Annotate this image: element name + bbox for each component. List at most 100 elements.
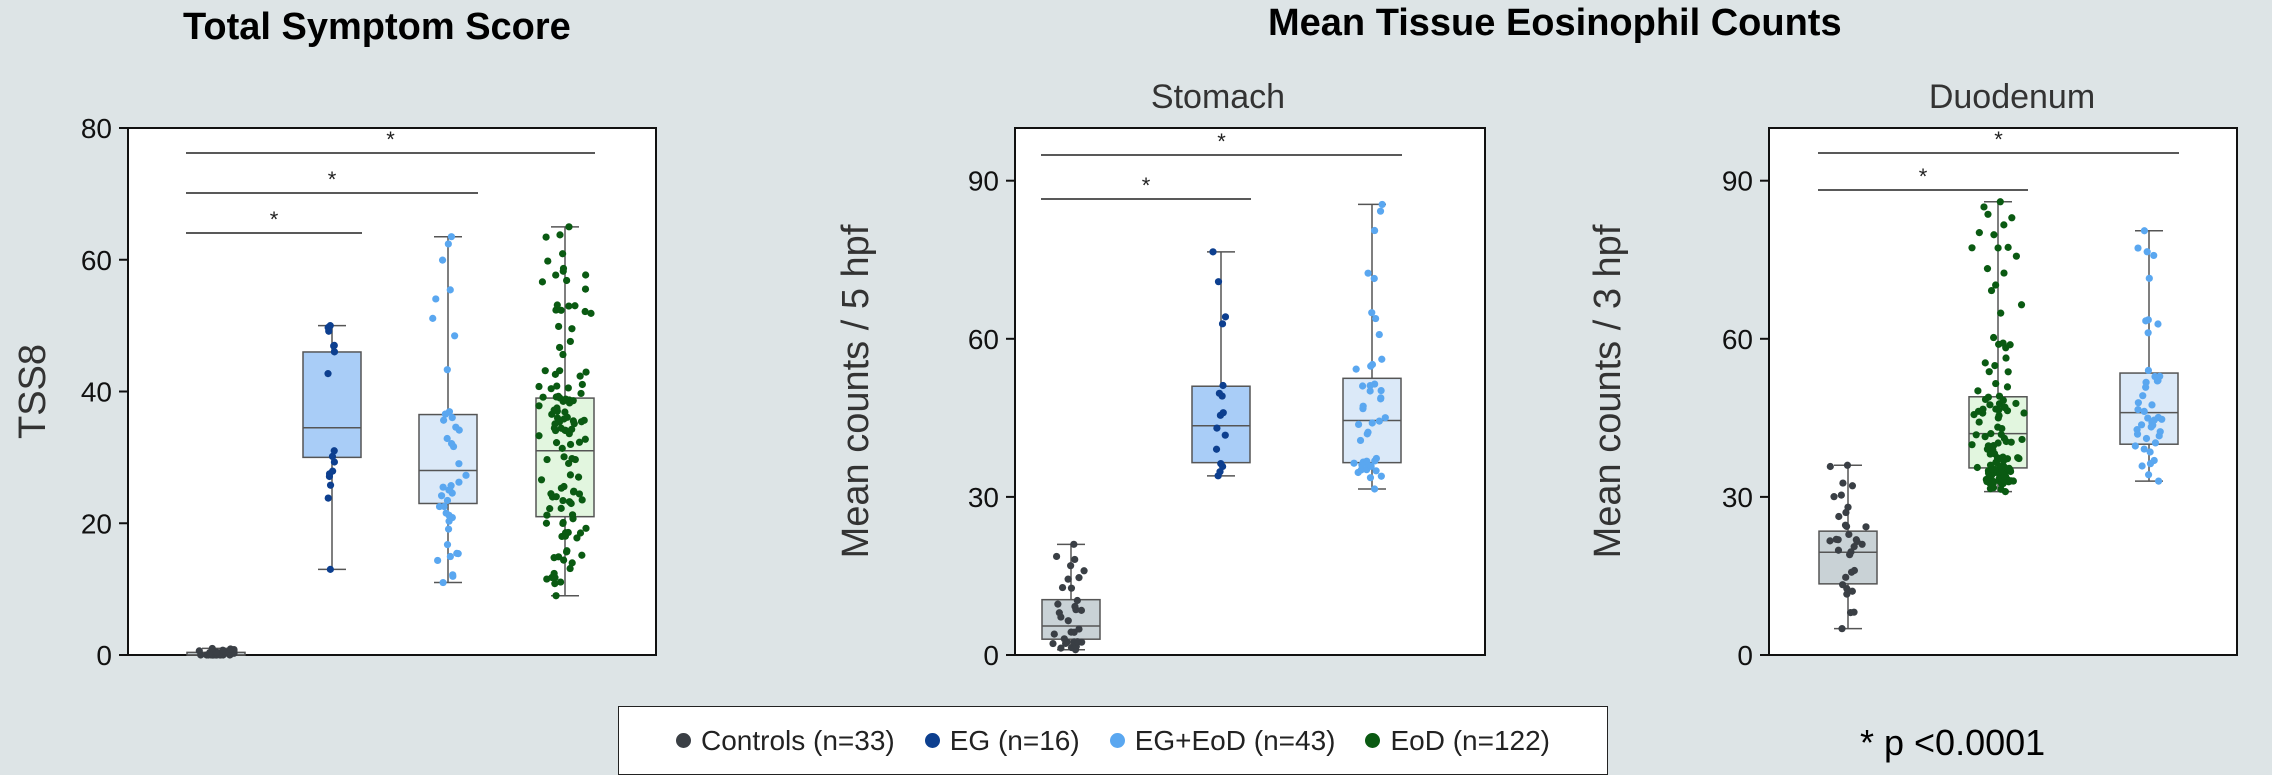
point-0-eod-33 [578, 496, 586, 504]
point-1-egeod-37 [1368, 309, 1376, 317]
point-1-egeod-42 [1378, 200, 1386, 209]
point-2-eod-119 [1984, 210, 1992, 218]
point-0-eod-103 [587, 309, 595, 317]
point-0-eod-89 [564, 384, 572, 392]
point-1-egeod-10 [1350, 459, 1358, 467]
point-1-egeod-38 [1370, 274, 1378, 283]
point-1-controls-26 [1064, 575, 1072, 583]
point-2-egeod-6 [2140, 445, 2148, 453]
point-2-egeod-40 [2143, 248, 2151, 256]
point-1-controls-10 [1073, 638, 1082, 646]
point-1-eg-6 [1213, 424, 1221, 432]
point-0-eod-116 [559, 264, 568, 273]
point-0-eod-107 [565, 302, 573, 310]
point-1-egeod-14 [1372, 454, 1380, 463]
point-0-eod-90 [535, 382, 543, 391]
y-axis-label-1: Mean counts / 5 hpf [835, 224, 877, 558]
point-0-eod-41 [560, 482, 568, 491]
y-tick-label-0-40: 40 [81, 377, 112, 408]
legend-swatch-egeod [1109, 733, 1125, 748]
legend-swatch-controls [675, 733, 691, 748]
point-0-eg-1 [324, 494, 332, 502]
point-1-controls-19 [1077, 606, 1086, 614]
y-tick-label-2-0: 0 [1737, 640, 1753, 671]
total-symptom-score-title: Total Symptom Score [183, 6, 571, 48]
y-tick-label-1-90: 90 [968, 166, 999, 197]
point-2-eod-1 [1997, 485, 2005, 493]
point-2-controls-31 [1826, 462, 1834, 471]
point-1-egeod-40 [1371, 226, 1379, 235]
point-0-egeod-42 [447, 233, 456, 241]
point-0-eod-23 [542, 519, 551, 527]
point-0-egeod-35 [443, 366, 451, 374]
point-0-eod-70 [553, 414, 562, 422]
panel-title-1: Stomach [1151, 78, 1285, 116]
point-0-eg-8 [330, 447, 338, 455]
point-1-egeod-1 [1366, 474, 1375, 482]
point-0-eod-39 [570, 487, 578, 495]
point-0-eod-120 [556, 231, 564, 239]
point-0-eg-2 [326, 481, 335, 489]
point-2-eod-96 [1985, 368, 1993, 376]
point-1-controls-28 [1080, 567, 1088, 575]
significance-note: * p <0.0001 [1860, 722, 2046, 763]
significance-star-2-0: * [1919, 164, 1928, 189]
point-0-eod-86 [554, 392, 563, 400]
point-0-eod-32 [559, 496, 567, 505]
legend-label-egeod: EG+EoD (n=43) [1134, 724, 1336, 756]
point-2-egeod-24 [2148, 401, 2156, 409]
point-0-eod-8 [568, 559, 576, 567]
point-0-eod-49 [560, 453, 568, 461]
charts-canvas: TSS8 0 20 40 60 80 * * * Stomach Mean counts / 5 h… [12, 78, 2238, 671]
point-0-eod-60 [568, 425, 576, 433]
point-1-controls-18 [1055, 609, 1063, 617]
point-0-eod-54 [581, 435, 589, 443]
point-0-egeod-22 [455, 478, 463, 486]
point-0-egeod-40 [438, 256, 447, 264]
point-0-eod-67 [569, 417, 577, 425]
point-2-controls-6 [1839, 581, 1847, 589]
point-2-eod-90 [1984, 393, 1992, 401]
point-0-eg-0 [326, 565, 334, 573]
point-2-eod-71 [1994, 423, 2002, 431]
point-0-controls-29 [219, 646, 227, 654]
point-0-egeod-24 [455, 460, 463, 468]
point-0-eod-108 [571, 302, 579, 310]
point-0-eod-95 [582, 368, 590, 376]
point-0-eod-11 [554, 553, 563, 561]
point-0-eg-10 [330, 348, 339, 356]
point-0-eod-84 [539, 393, 547, 401]
legend: Controls (n=33) EG (n=16) EG+EoD (n=43) … [618, 706, 1608, 775]
eosinophil-counts-title: Mean Tissue Eosinophil Counts [1268, 2, 1842, 44]
point-2-egeod-42 [2140, 227, 2149, 235]
point-1-eg-8 [1219, 409, 1227, 417]
point-2-controls-12 [1834, 546, 1843, 554]
point-0-eod-102 [555, 322, 563, 331]
point-0-eod-31 [565, 498, 574, 506]
point-0-eod-50 [558, 444, 566, 452]
point-2-egeod-7 [2131, 442, 2139, 450]
point-2-controls-11 [1847, 548, 1855, 556]
point-0-eod-93 [576, 372, 584, 380]
point-0-eod-96 [556, 367, 564, 375]
point-2-eod-113 [1968, 244, 1976, 252]
point-1-egeod-19 [1368, 419, 1376, 427]
point-0-eod-6 [550, 569, 558, 578]
y-tick-label-1-0: 0 [983, 640, 999, 671]
point-0-egeod-34 [445, 408, 454, 416]
point-2-controls-16 [1826, 537, 1834, 545]
point-0-eod-91 [553, 382, 561, 390]
point-0-eod-1 [551, 580, 559, 588]
point-1-egeod-0 [1371, 485, 1379, 493]
point-1-controls-31 [1052, 552, 1061, 561]
point-1-egeod-36 [1372, 314, 1380, 323]
point-0-eod-87 [577, 389, 585, 398]
point-2-egeod-2 [2138, 462, 2146, 470]
point-2-egeod-41 [2134, 244, 2142, 252]
point-0-eod-61 [557, 424, 565, 432]
point-0-eod-98 [559, 350, 567, 359]
point-0-egeod-41 [444, 240, 452, 248]
point-0-eod-105 [557, 306, 565, 314]
point-2-egeod-0 [2154, 477, 2163, 485]
point-1-controls-32 [1070, 540, 1078, 548]
